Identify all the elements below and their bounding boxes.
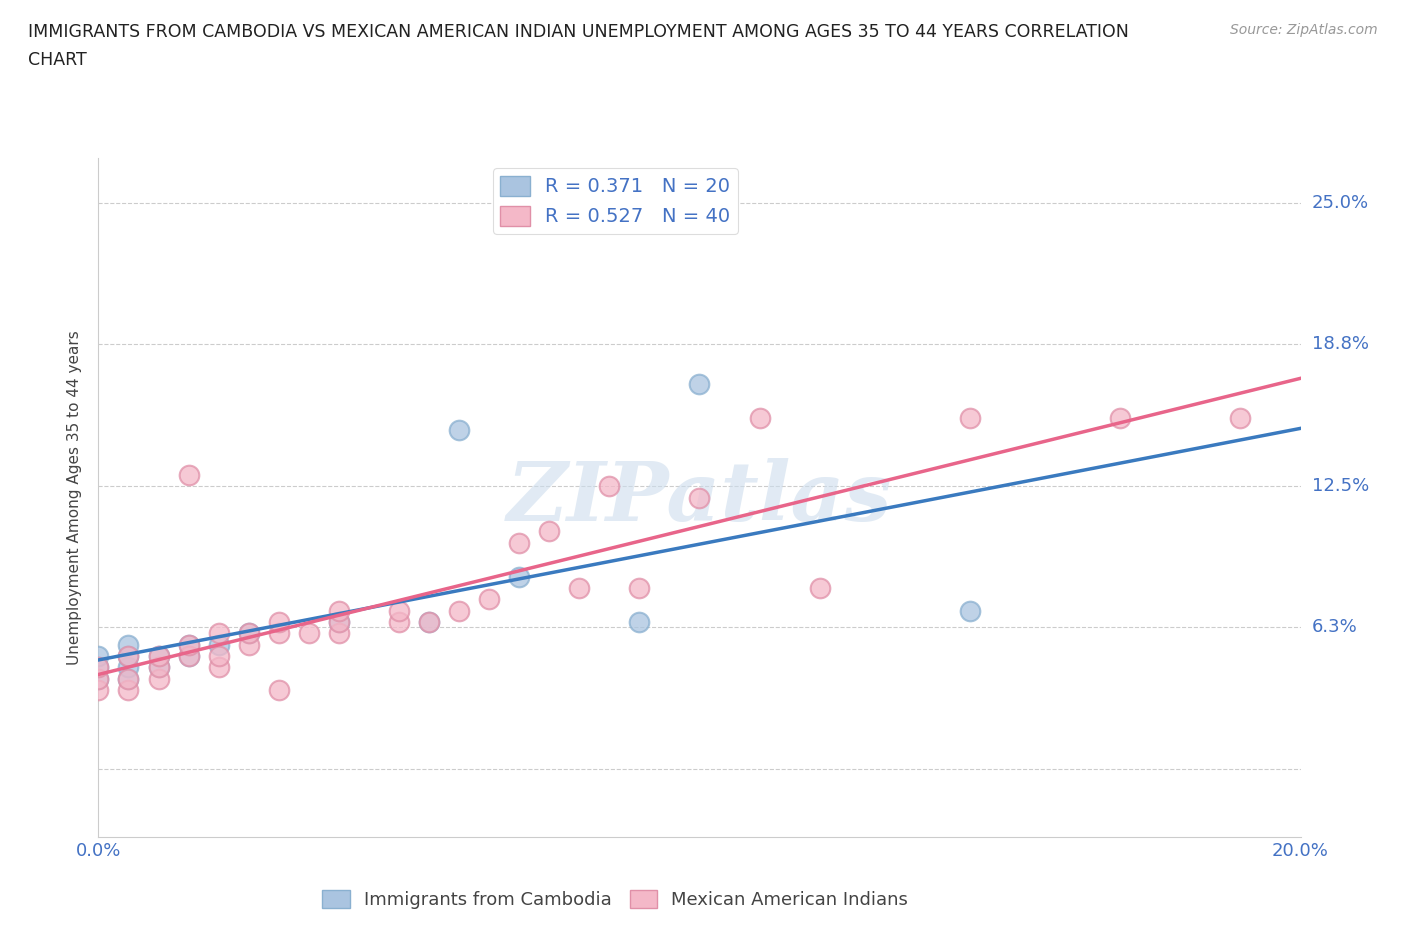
Point (238, 626, 260, 641)
Point (117, 648, 139, 663)
Point (177, 648, 200, 663)
Point (117, 683, 139, 698)
Point (238, 637, 260, 652)
Point (628, 615, 651, 630)
Text: CHART: CHART (28, 51, 87, 69)
Point (208, 637, 231, 652)
Point (808, 580, 831, 595)
Point (748, 411, 770, 426)
Text: ZIPatlas: ZIPatlas (506, 458, 893, 538)
Point (418, 615, 440, 630)
Point (148, 660, 170, 675)
Point (208, 626, 231, 641)
Point (117, 671, 139, 686)
Point (87, 660, 110, 675)
Point (177, 648, 200, 663)
Point (87, 660, 110, 675)
Point (388, 615, 411, 630)
Text: IMMIGRANTS FROM CAMBODIA VS MEXICAN AMERICAN INDIAN UNEMPLOYMENT AMONG AGES 35 T: IMMIGRANTS FROM CAMBODIA VS MEXICAN AMER… (28, 23, 1129, 41)
Point (208, 660, 231, 675)
Text: 12.5%: 12.5% (1312, 477, 1369, 496)
Point (628, 580, 651, 595)
Point (388, 604, 411, 618)
Point (148, 648, 170, 663)
Point (87, 683, 110, 698)
Point (328, 615, 350, 630)
Point (959, 604, 981, 618)
Point (87, 648, 110, 663)
Point (328, 626, 350, 641)
Text: 18.8%: 18.8% (1312, 335, 1368, 352)
Point (148, 671, 170, 686)
Legend: Immigrants from Cambodia, Mexican American Indians: Immigrants from Cambodia, Mexican Americ… (315, 883, 915, 916)
Point (117, 648, 139, 663)
Point (478, 592, 501, 607)
Point (508, 536, 530, 551)
Point (598, 479, 620, 494)
Point (328, 604, 350, 618)
Point (117, 660, 139, 675)
Text: Source: ZipAtlas.com: Source: ZipAtlas.com (1230, 23, 1378, 37)
Point (1109, 411, 1132, 426)
Point (328, 615, 350, 630)
Point (267, 626, 290, 641)
Point (418, 615, 440, 630)
Point (148, 660, 170, 675)
Y-axis label: Unemployment Among Ages 35 to 44 years: Unemployment Among Ages 35 to 44 years (67, 330, 83, 665)
Point (208, 648, 231, 663)
Point (688, 490, 710, 505)
Point (447, 422, 470, 437)
Point (538, 525, 561, 539)
Point (177, 637, 200, 652)
Point (267, 683, 290, 698)
Text: 25.0%: 25.0% (1312, 194, 1369, 212)
Point (1229, 411, 1251, 426)
Point (117, 671, 139, 686)
Point (177, 637, 200, 652)
Point (688, 377, 710, 392)
Point (87, 671, 110, 686)
Point (117, 637, 139, 652)
Point (298, 626, 321, 641)
Point (508, 569, 530, 584)
Point (447, 604, 470, 618)
Point (267, 615, 290, 630)
Text: 6.3%: 6.3% (1312, 618, 1357, 635)
Point (959, 411, 981, 426)
Point (87, 671, 110, 686)
Point (238, 626, 260, 641)
Point (177, 468, 200, 483)
Point (568, 580, 591, 595)
Point (148, 648, 170, 663)
